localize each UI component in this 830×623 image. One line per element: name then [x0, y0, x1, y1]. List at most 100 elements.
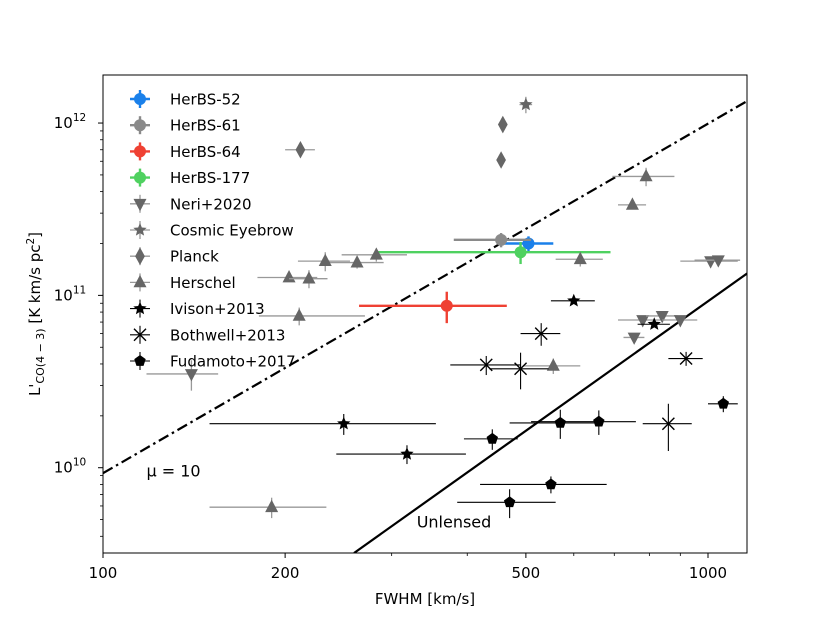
- data-point: [637, 317, 670, 330]
- marker-triangle-up: [546, 358, 560, 371]
- data-point: [680, 256, 738, 269]
- marker-triangle-down: [655, 311, 669, 324]
- data-point: [336, 445, 466, 465]
- data-point: [453, 233, 532, 248]
- marker-pentagon: [134, 355, 146, 366]
- data-point: [519, 96, 533, 114]
- legend-entry: Herschel: [130, 273, 236, 292]
- data-point: [555, 251, 603, 267]
- marker-star: [133, 223, 147, 236]
- y-tick-label: 1010: [54, 457, 86, 477]
- data-point: [497, 115, 508, 134]
- y-tick-label: 1011: [54, 284, 86, 304]
- reference-line: [103, 100, 747, 475]
- legend-entry: Cosmic Eyebrow: [130, 221, 294, 240]
- data-point: [662, 315, 698, 328]
- marker-circle: [134, 93, 146, 105]
- legend: HerBS-52 HerBS-61 HerBS-64 HerBS-177 Neri+20…: [130, 90, 296, 371]
- series-cosmic-eyebrow: [519, 96, 533, 114]
- data-point: [646, 311, 678, 324]
- legend-entry: Neri+2020: [130, 194, 252, 213]
- legend-label: HerBS-177: [170, 169, 250, 187]
- marker-circle: [514, 246, 527, 259]
- marker-pentagon: [545, 478, 557, 490]
- reference-line: [353, 272, 747, 553]
- legend-entry: Fudamoto+2017: [130, 352, 296, 371]
- marker-pentagon: [717, 397, 730, 409]
- marker-pentagon: [486, 432, 498, 444]
- data-point: [480, 476, 607, 494]
- legend-label: Bothwell+2013: [170, 326, 285, 344]
- series-planck: [285, 115, 508, 169]
- marker-triangle-up: [302, 271, 316, 284]
- marker-triangle-up: [282, 270, 296, 283]
- data-point: [612, 167, 675, 187]
- marker-triangle-up: [265, 499, 279, 513]
- annotation-label: μ = 10: [146, 461, 200, 480]
- marker-pentagon: [593, 415, 605, 427]
- data-point: [618, 197, 647, 210]
- marker-star: [567, 293, 581, 307]
- series-fudamoto-2017: [457, 396, 738, 519]
- data-point: [258, 307, 365, 326]
- data-point: [341, 247, 407, 262]
- data-point: [450, 355, 521, 376]
- data-points: [146, 96, 741, 519]
- series-herschel: [209, 167, 675, 519]
- marker-circle: [440, 299, 453, 312]
- y-axis-label: L'CO(4 − 3) [K km/s pc2]: [25, 232, 47, 396]
- marker-circle: [495, 233, 508, 246]
- marker-triangle-down: [711, 255, 725, 268]
- marker-triangle-down: [673, 315, 687, 328]
- marker-star: [519, 97, 533, 111]
- data-point: [618, 315, 666, 328]
- data-point: [496, 151, 506, 169]
- marker-star: [337, 416, 351, 430]
- marker-triangle-down: [133, 198, 147, 212]
- series-ivison-2013: [209, 293, 670, 465]
- legend-label: HerBS-52: [170, 91, 241, 109]
- marker-triangle-up: [639, 168, 653, 182]
- data-point: [359, 291, 507, 324]
- marker-triangle-up: [625, 197, 639, 210]
- legend-entry: HerBS-64: [130, 142, 241, 161]
- marker-triangle-up: [292, 308, 306, 321]
- legend-label: Fudamoto+2017: [170, 353, 296, 371]
- marker-circle: [134, 119, 146, 132]
- marker-triangle-up: [369, 247, 383, 260]
- legend-entry: Bothwell+2013: [130, 325, 285, 344]
- marker-star: [133, 301, 147, 315]
- data-point: [708, 396, 738, 413]
- marker-x: [534, 327, 548, 341]
- legend-label: Ivison+2013: [170, 300, 265, 318]
- legend-label: Planck: [170, 248, 219, 266]
- data-point: [209, 497, 327, 519]
- series-neri-2020: [146, 255, 741, 391]
- data-point: [550, 293, 595, 307]
- marker-triangle-down: [627, 332, 641, 345]
- data-point: [642, 403, 692, 452]
- marker-diamond: [135, 247, 145, 265]
- marker-diamond: [295, 140, 306, 159]
- data-point: [489, 352, 549, 390]
- legend-entry: Planck: [130, 247, 219, 266]
- annotation-label: Unlensed: [417, 512, 492, 531]
- data-point: [531, 410, 636, 435]
- series-herbs-61: [453, 233, 532, 248]
- marker-diamond: [497, 115, 508, 134]
- data-point: [509, 409, 603, 439]
- plot-frame: [102, 74, 748, 554]
- marker-triangle-down: [704, 256, 718, 269]
- legend-label: HerBS-61: [170, 117, 241, 135]
- data-point: [327, 255, 384, 269]
- x-tick-label: 200: [271, 564, 300, 582]
- data-point: [285, 140, 315, 159]
- marker-star: [400, 447, 414, 460]
- legend-label: Cosmic Eyebrow: [170, 222, 294, 240]
- marker-x: [133, 328, 147, 342]
- data-point: [289, 270, 328, 289]
- series-herbs-64: [359, 291, 507, 324]
- data-point: [668, 351, 703, 366]
- marker-triangle-up: [350, 255, 364, 268]
